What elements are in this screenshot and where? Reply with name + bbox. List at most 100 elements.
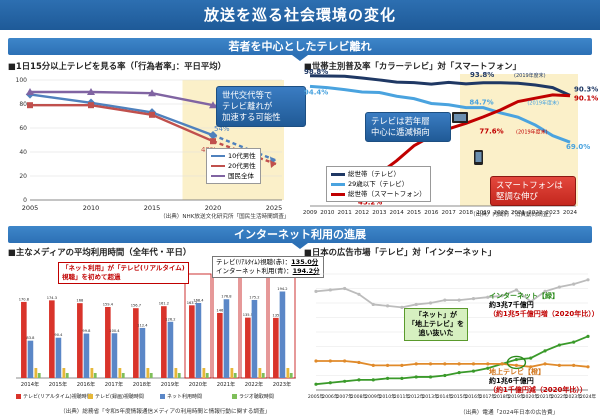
x-tick-label: 2012年: [408, 393, 425, 400]
data-point: [443, 362, 447, 366]
x-tick-label: 2006年: [322, 393, 339, 400]
bar-label: 161.2: [159, 302, 169, 306]
data-point: [371, 302, 375, 307]
x-tick-label: 2019: [476, 210, 491, 216]
bar-recorded: [90, 368, 94, 378]
net-value-line: インターネット利用(青)：194.2分: [216, 267, 320, 275]
legend-label: ラジオ聴取時間: [239, 393, 274, 400]
bar-radio: [261, 373, 265, 378]
x-tick-label: 2018: [459, 210, 474, 216]
x-tick-label: 2015: [407, 210, 422, 216]
x-tick-label: 2016年: [465, 393, 482, 400]
net-value: 約3兆7千億円: [489, 301, 534, 309]
data-label: 54%: [214, 125, 230, 133]
data-point: [572, 282, 576, 286]
crossover-circle: [506, 355, 527, 370]
x-tick-label: 2015: [144, 204, 161, 212]
data-point: [314, 359, 318, 363]
y-tick-label: 0: [23, 197, 27, 204]
bar-radio: [37, 373, 41, 378]
bar-label: 126.2: [165, 317, 175, 321]
x-tick-label: 2007年: [336, 393, 353, 400]
callout-line: テレビは若年層: [371, 116, 430, 126]
data-point: [514, 363, 519, 367]
projection-arrow: [270, 160, 276, 168]
bar-label: 100.4: [109, 329, 120, 333]
bar-recorded: [62, 368, 66, 378]
bar-ネット利用時間: [167, 321, 174, 378]
y-tick-label: 40: [19, 149, 27, 156]
data-point: [572, 363, 576, 367]
legend-item: 総世帯（スマートフォン）: [331, 189, 426, 199]
data-point: [88, 102, 94, 109]
x-tick-label: 2021年: [217, 380, 235, 388]
legend-swatch: [88, 394, 93, 399]
bar-テレビ(リアルタイム)視聴時間: [21, 301, 27, 378]
data-point: [26, 88, 34, 95]
panel1-title: ■1日15分以上テレビを見る率（「行為者率」：平日平均）: [8, 61, 227, 71]
data-point: [471, 297, 476, 301]
callout-line: 堅調な伸び: [496, 191, 538, 201]
data-point: [428, 362, 433, 366]
bar-ネット利用時間: [195, 302, 202, 378]
data-point: [328, 381, 332, 385]
panel2-legend: 総世帯（テレビ） 29歳以下（テレビ） 総世帯（スマートフォン）: [326, 166, 431, 202]
bar-label: 163.2: [187, 301, 197, 305]
bar-recorded: [34, 368, 38, 378]
x-tick-label: 2018年: [133, 380, 151, 388]
x-tick-label: 2022年: [245, 380, 263, 388]
x-tick-label: 2018年: [494, 393, 511, 400]
section-band-internet: インターネット利用の進展: [8, 226, 592, 249]
projection-line: [212, 134, 277, 162]
legend-label: テレビ(リアルタイム)視聴時間: [23, 393, 92, 400]
series-line-29歳以下（テレビ）: [309, 84, 571, 144]
note-line: 追い抜いた: [418, 329, 454, 337]
x-tick-label: 2024: [563, 210, 578, 216]
note-line: 視聴」を初めて超過: [62, 273, 121, 281]
tv-screen: [454, 114, 466, 121]
series-line-総世帯（スマートフォン）: [360, 93, 571, 196]
data-point: [514, 357, 519, 362]
legend-item: 10代男性: [211, 151, 256, 161]
panel3-title: ■主なメディアの平均利用時間（全年代・平日）: [8, 247, 192, 257]
bar-label: 176.8: [221, 295, 232, 299]
bar-radio: [65, 373, 69, 378]
x-tick-label: 2016: [424, 210, 439, 216]
legend-item: 総世帯（テレビ）: [331, 169, 426, 179]
bar-ネット利用時間: [279, 291, 286, 378]
x-tick-label: 2013年: [422, 393, 439, 400]
x-tick-label: 2009: [303, 210, 318, 216]
bar-label: 194.2: [277, 287, 287, 291]
x-tick-label: 2017年: [480, 393, 497, 400]
x-tick-label: 2014: [390, 210, 405, 216]
data-point: [586, 365, 590, 369]
tv-value: 約1兆6千億円: [489, 377, 534, 385]
series-line-国民全体: [30, 90, 214, 107]
data-label: 45.2%: [358, 199, 382, 207]
ad-market-chart: 2005年2006年2007年2008年2009年2010年2011年2012年…: [308, 273, 597, 400]
bar-テレビ(リアルタイム)視聴時間: [161, 306, 167, 378]
bar-テレビ(リアルタイム)視聴時間: [49, 300, 55, 378]
x-tick-label: 2009年: [365, 393, 382, 400]
data-point: [414, 302, 418, 307]
bar-label: 90.4: [54, 333, 63, 337]
media-time-chart: 170.8 83.8 2014年 174.3 90.4 2015年 168 99.8 2016年…: [16, 273, 296, 400]
data-point: [457, 298, 461, 302]
x-tick-label: 2020: [494, 210, 509, 216]
y-tick-label: 100: [16, 77, 28, 84]
legend-label: ネット利用時間: [167, 393, 202, 400]
bar-radio: [121, 373, 125, 378]
bar-radio: [149, 373, 153, 378]
bar-label: 168: [76, 299, 84, 303]
bar-label: 83.8: [26, 336, 35, 340]
x-tick-label: 2020年: [189, 380, 207, 388]
legend-item: 国民全体: [211, 171, 256, 181]
data-point: [328, 359, 332, 363]
data-point: [343, 379, 347, 383]
data-point: [27, 102, 33, 109]
bar-radio: [289, 373, 293, 378]
note-line: 「ネット利用」が「テレビ(リアルタイム): [62, 264, 185, 272]
data-point: [529, 356, 533, 360]
x-tick-label: 2012: [355, 210, 369, 216]
data-point: [400, 363, 404, 367]
